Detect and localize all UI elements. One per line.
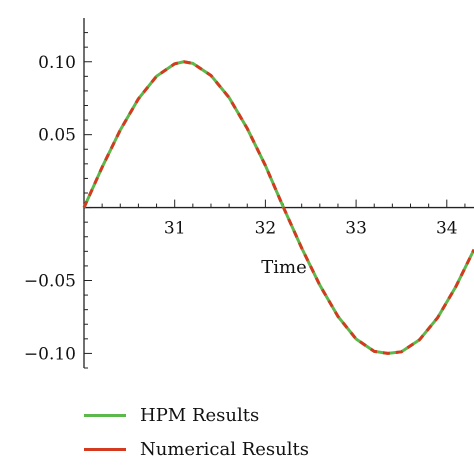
y-tick-label: −0.10	[24, 344, 76, 364]
legend-item-hpm: HPM Results	[84, 398, 309, 432]
legend-swatch-hpm	[84, 413, 126, 417]
legend-label-hpm: HPM Results	[140, 404, 260, 426]
legend: HPM Results Numerical Results	[84, 398, 309, 466]
y-tick-label: −0.05	[24, 272, 76, 292]
series-line-numerical	[82, 60, 474, 355]
x-tick-label: 32	[255, 219, 277, 239]
legend-swatch-numerical	[84, 447, 126, 451]
axes: 0.10 0.05 −0.05 −0.10 31 32 33 34	[24, 18, 474, 369]
y-tick-label: 0.10	[38, 53, 76, 73]
legend-label-numerical: Numerical Results	[140, 438, 309, 460]
series-layer	[82, 60, 474, 355]
x-tick-label: 33	[345, 219, 367, 239]
legend-item-numerical: Numerical Results	[84, 432, 309, 466]
x-axis-label: Time	[261, 257, 306, 278]
x-tick-label: 31	[164, 219, 186, 239]
y-tick-label: 0.05	[38, 126, 76, 146]
x-tick-label: 34	[436, 219, 458, 239]
